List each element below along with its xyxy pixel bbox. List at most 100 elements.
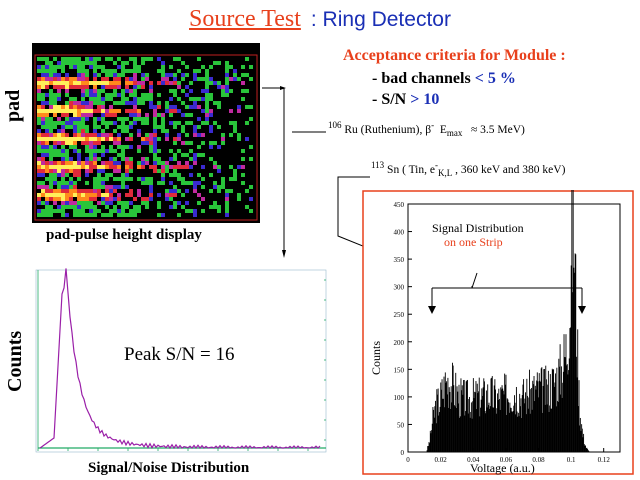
heatmap-cell	[65, 121, 69, 125]
heatmap-cell	[57, 121, 61, 125]
heatmap-cell	[153, 161, 157, 165]
heatmap-cell	[209, 157, 213, 161]
heatmap-cell	[233, 125, 237, 129]
heatmap-cell	[69, 137, 73, 141]
heatmap-cell	[53, 165, 57, 169]
heatmap-cell	[73, 213, 77, 217]
heatmap-cell	[153, 113, 157, 117]
heatmap-cell	[125, 213, 129, 217]
histogram-bar	[556, 367, 558, 452]
histogram-bar	[547, 384, 549, 452]
heatmap-cell	[109, 189, 113, 193]
histogram-bar	[467, 379, 468, 452]
heatmap-cell	[201, 185, 205, 189]
histogram-bar	[530, 389, 532, 452]
heatmap-cell	[193, 209, 197, 213]
histogram-bar	[538, 373, 540, 452]
heatmap-cell	[93, 181, 97, 185]
heatmap-cell	[61, 185, 65, 189]
heatmap-cell	[121, 65, 125, 69]
heatmap-cell	[65, 169, 69, 173]
heatmap-cell	[49, 157, 53, 161]
heatmap-cell	[145, 73, 149, 77]
heatmap-cell	[53, 201, 57, 205]
heatmap-cell	[73, 65, 77, 69]
heatmap-cell	[93, 101, 97, 105]
heatmap-cell	[57, 129, 61, 133]
pad-heatmap-display	[32, 43, 260, 223]
heatmap-cell	[101, 113, 105, 117]
x-tick-label: 0.08	[532, 456, 545, 464]
heatmap-cell	[101, 137, 105, 141]
heatmap-cell	[49, 149, 53, 153]
heatmap-cell	[149, 189, 153, 193]
histogram-bar	[437, 388, 439, 452]
heatmap-cell	[93, 125, 97, 129]
heatmap-cell	[117, 117, 121, 121]
heatmap-cell	[177, 121, 181, 125]
histogram-bar	[511, 411, 513, 452]
heatmap-cell	[57, 161, 61, 165]
heatmap-cell	[117, 85, 121, 89]
heatmap-cell	[41, 101, 45, 105]
heatmap-cell	[81, 61, 85, 65]
heatmap-cell	[101, 89, 105, 93]
heatmap-cell	[45, 133, 49, 137]
heatmap-cell	[141, 73, 145, 77]
heatmap-cell	[121, 121, 125, 125]
heatmap-cell	[169, 205, 173, 209]
heatmap-cell	[173, 185, 177, 189]
histogram-bar	[483, 378, 485, 452]
histogram-bar	[481, 388, 483, 452]
heatmap-cell	[117, 185, 121, 189]
heatmap-cell	[117, 101, 121, 105]
heatmap-cell	[53, 125, 57, 129]
title-main: Source Test	[189, 6, 301, 32]
heatmap-cell	[45, 57, 49, 61]
heatmap-cell	[209, 81, 213, 85]
heatmap-cell	[85, 113, 89, 117]
heatmap-cell	[69, 97, 73, 101]
histogram-bar	[482, 395, 483, 452]
heatmap-cell	[97, 89, 101, 93]
heatmap-cell	[137, 149, 141, 153]
histogram-bar	[495, 389, 496, 452]
heatmap-cell	[157, 105, 161, 109]
heatmap-cell	[57, 81, 61, 85]
heatmap-cell	[121, 101, 125, 105]
heatmap-cell	[241, 165, 245, 169]
heatmap-cell	[65, 165, 69, 169]
heatmap-cell	[81, 125, 85, 129]
heatmap-cell	[81, 89, 85, 93]
heatmap-cell	[45, 165, 49, 169]
heatmap-cell	[165, 197, 169, 201]
heatmap-cell	[189, 173, 193, 177]
heatmap-cell	[85, 145, 89, 149]
heatmap-cell	[45, 161, 49, 165]
heatmap-cell	[133, 209, 137, 213]
heatmap-cell	[41, 213, 45, 217]
heatmap-cell	[165, 101, 169, 105]
signal-plot: 0 50 100 150 200 250 300 350 400 450 0 0.02 0.04 0.06…	[362, 190, 634, 475]
heatmap-cell	[85, 149, 89, 153]
heatmap-cell	[189, 209, 193, 213]
heatmap-cell	[81, 77, 85, 81]
heatmap-cell	[77, 109, 81, 113]
heatmap-cell	[241, 97, 245, 101]
heatmap-cell	[157, 201, 161, 205]
heatmap-cell	[141, 101, 145, 105]
heatmap-cell	[113, 197, 117, 201]
heatmap-cell	[53, 101, 57, 105]
heatmap-cell	[65, 57, 69, 61]
heatmap-cell	[89, 165, 93, 169]
heatmap-cell	[117, 193, 121, 197]
heatmap-cell	[49, 65, 53, 69]
heatmap-cell	[93, 189, 97, 193]
heatmap-cell	[101, 101, 105, 105]
heatmap-cell	[137, 69, 141, 73]
heatmap-cell	[61, 57, 65, 61]
heatmap-cell	[213, 81, 217, 85]
heatmap-cell	[161, 61, 165, 65]
heatmap-cell	[125, 69, 129, 73]
heatmap-cell	[225, 85, 229, 89]
